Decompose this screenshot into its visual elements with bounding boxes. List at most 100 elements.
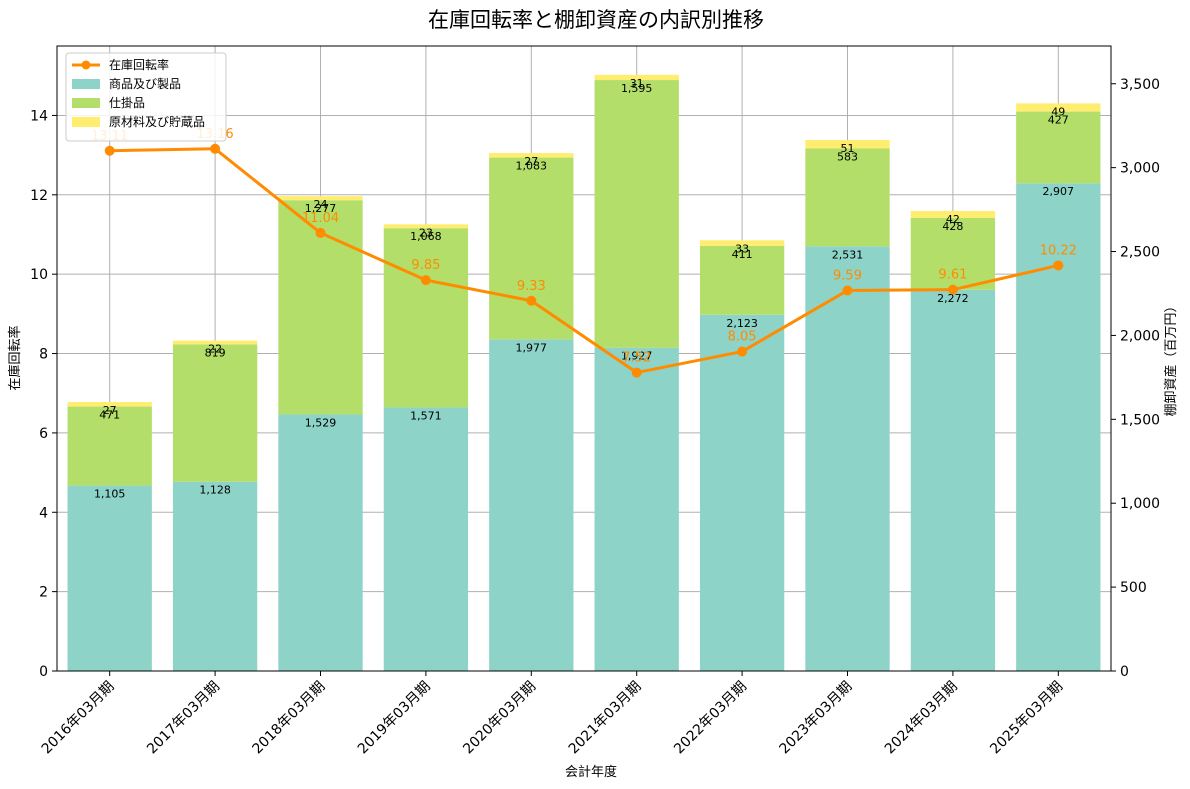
legend-marker — [81, 60, 91, 70]
bar-segment — [805, 246, 890, 671]
bar-segment — [699, 240, 785, 246]
y-left-tick-label: 14 — [30, 108, 48, 124]
chart-title: 在庫回転率と棚卸資産の内訳別推移 — [428, 8, 764, 32]
x-tick-label: 2024年03月期 — [882, 679, 961, 758]
bar-value-label: 1,083 — [516, 160, 548, 173]
bar-segment — [172, 481, 258, 671]
y-right-tick-label: 3,000 — [1120, 161, 1160, 177]
bar-segment — [383, 407, 469, 671]
legend-entry-label: 商品及び製品 — [109, 76, 181, 91]
turnover-value-label: 9.33 — [517, 279, 546, 294]
x-tick-label: 2025年03月期 — [987, 679, 1066, 758]
turnover-line: 13.1113.1611.049.859.337.528.059.599.611… — [91, 127, 1077, 378]
x-axis-label: 会計年度 — [565, 764, 617, 780]
bar-value-label: 51 — [841, 142, 855, 155]
bar-value-label: 1,927 — [621, 350, 653, 363]
bar-value-label: 583 — [837, 151, 858, 164]
bar-value-label: 819 — [205, 346, 226, 359]
bar-value-label: 411 — [732, 248, 753, 261]
bar-segment — [489, 157, 574, 340]
bar-segment — [594, 80, 679, 348]
y-right-tick-label: 1,000 — [1120, 496, 1160, 512]
bar-value-label: 1,277 — [305, 202, 337, 215]
bar-segment — [805, 148, 890, 247]
bar-value-label: 2,907 — [1043, 185, 1075, 198]
bars — [67, 74, 1101, 671]
turnover-value-label: 9.61 — [938, 268, 967, 283]
bar-value-label: 1,105 — [94, 488, 126, 501]
y-left-tick-label: 8 — [39, 347, 48, 363]
y-right-tick-label: 2,000 — [1120, 328, 1160, 344]
bar-segment — [910, 210, 996, 218]
turnover-point — [631, 367, 642, 378]
legend-color-swatch — [72, 117, 100, 127]
turnover-value-label: 10.22 — [1040, 243, 1077, 258]
bar-value-label: 1,977 — [516, 341, 548, 354]
bar-value-label: 2,272 — [937, 292, 969, 305]
bar-segment — [594, 74, 679, 81]
bar-segment — [910, 217, 996, 290]
legend-entry-label: 原材料及び貯蔵品 — [109, 115, 205, 129]
bar-value-label: 42 — [946, 213, 960, 226]
bar-value-label: 31 — [630, 77, 644, 90]
bar-value-label: 1,529 — [305, 416, 337, 429]
bar-segment — [67, 485, 152, 671]
x-tick-label: 2016年03月期 — [39, 679, 118, 758]
y-right-tick-label: 2,500 — [1120, 245, 1160, 261]
bar-segment — [278, 196, 363, 201]
bar-segment — [383, 228, 469, 408]
x-tick-label: 2017年03月期 — [144, 679, 223, 758]
x-tick-label: 2020年03月期 — [460, 679, 539, 758]
bar-value-label: 2,531 — [832, 248, 864, 261]
turnover-value-label: 11.04 — [302, 211, 339, 226]
turnover-point — [947, 284, 958, 295]
y-left-tick-label: 12 — [30, 188, 48, 204]
bar-value-label: 428 — [942, 220, 963, 233]
y-right-tick-label: 500 — [1120, 580, 1147, 596]
legend-color-swatch — [72, 98, 100, 108]
bar-value-label: 1,068 — [410, 230, 442, 243]
turnover-point — [1053, 260, 1064, 271]
turnover-point — [315, 227, 326, 238]
y-left-tick-label: 10 — [30, 267, 48, 283]
x-tick-label: 2023年03月期 — [777, 679, 856, 758]
bar-segment — [383, 224, 469, 229]
x-tick-label: 2019年03月期 — [355, 679, 434, 758]
turnover-point — [210, 143, 221, 154]
y-left-tick-label: 2 — [39, 585, 48, 601]
turnover-value-label: 9.85 — [411, 258, 440, 273]
bar-value-label: 22 — [208, 343, 222, 356]
bar-segment — [910, 289, 996, 671]
bar-segment — [278, 414, 363, 671]
bar-segment — [489, 153, 574, 158]
turnover-value-label: 9.59 — [833, 268, 862, 283]
bar-segment — [805, 139, 890, 149]
bar-value-label: 1,595 — [621, 82, 653, 95]
y-axis-left-label: 在庫回転率 — [7, 325, 23, 390]
plot-frame — [56, 45, 1112, 672]
x-tick-label: 2018年03月期 — [250, 679, 329, 758]
bar-value-label: 1,128 — [199, 484, 231, 497]
y-axis-right-label: 棚卸資産（百万円） — [1163, 299, 1179, 416]
y-left-tick-label: 4 — [39, 505, 48, 521]
bar-segment — [172, 344, 258, 482]
bar-segment — [489, 339, 574, 671]
x-tick-label: 2021年03月期 — [566, 679, 645, 758]
bar-value-label: 24 — [314, 198, 328, 211]
bar-value-label: 2,123 — [726, 317, 758, 330]
x-tick-label: 2022年03月期 — [671, 679, 750, 758]
bar-segment — [1016, 111, 1101, 184]
bar-value-label: 27 — [103, 404, 117, 417]
y-left-tick-label: 0 — [39, 664, 48, 680]
bar-value-label: 1,571 — [410, 409, 442, 422]
y-right-tick-label: 3,500 — [1120, 77, 1160, 93]
bar-value-label: 23 — [419, 226, 433, 239]
bar-value-label: 471 — [99, 409, 120, 422]
turnover-point — [526, 295, 537, 306]
bar-value-label: 33 — [735, 242, 749, 255]
turnover-value-label: 7.52 — [622, 351, 651, 366]
bar-segment — [699, 245, 785, 315]
turnover-point — [737, 346, 748, 357]
